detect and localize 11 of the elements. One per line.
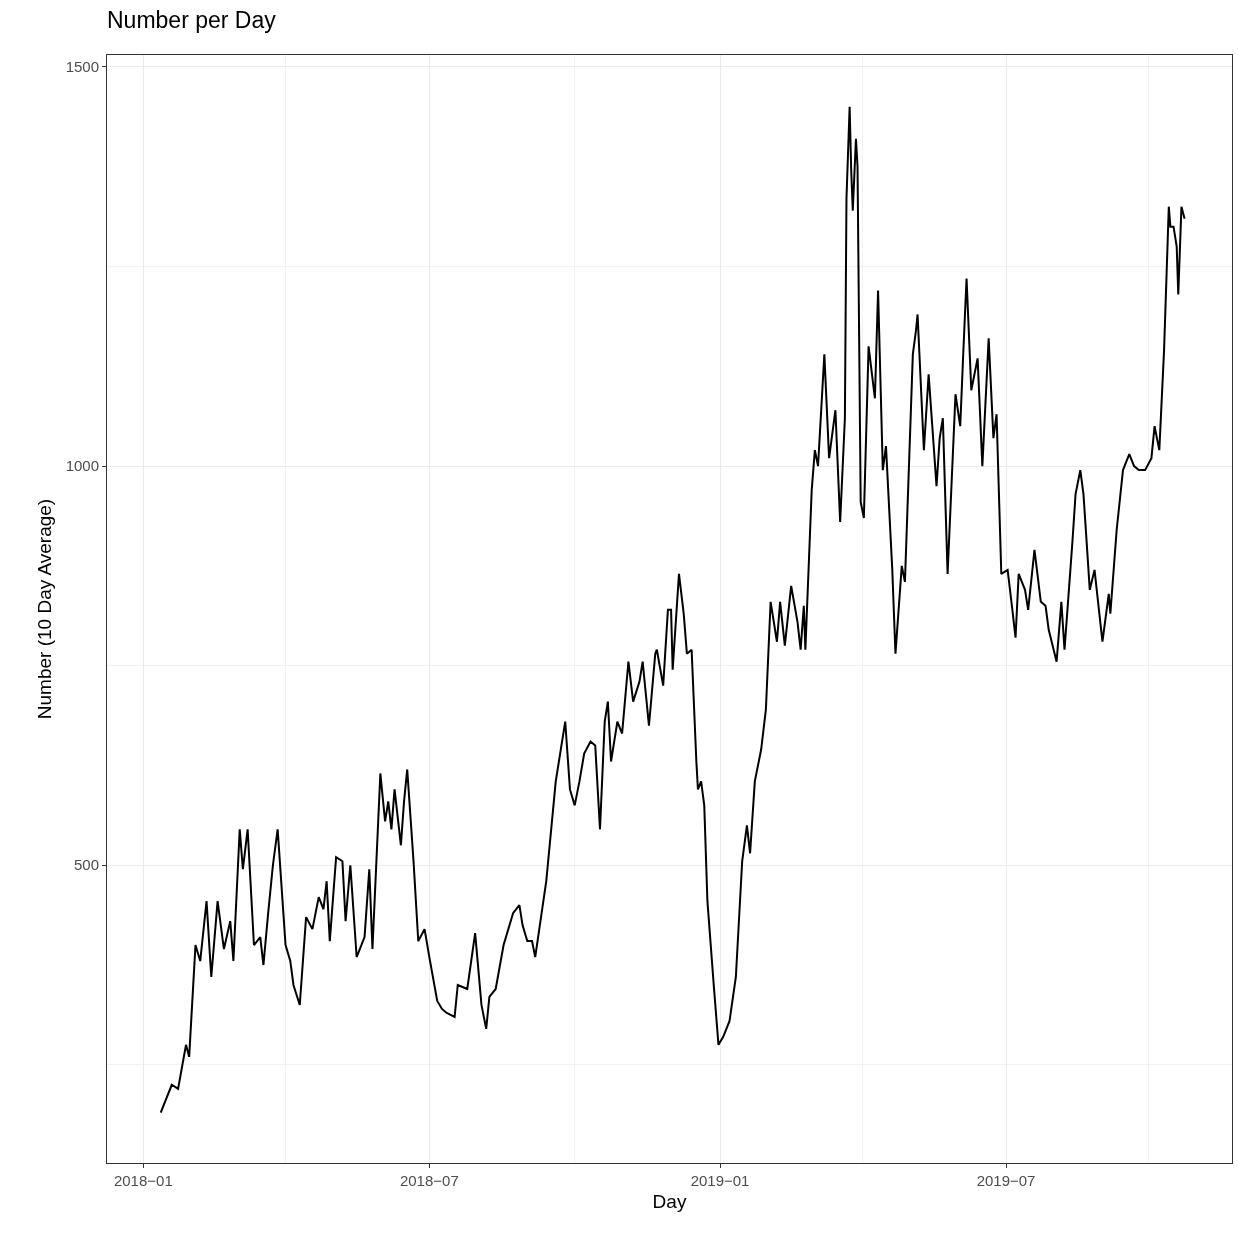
- y-tick-label: 500: [73, 856, 99, 874]
- y-tick-label: 1000: [65, 457, 99, 475]
- y-tick-label: 1500: [65, 58, 99, 76]
- chart-title: Number per Day: [107, 7, 277, 34]
- x-tick-label: 2019−07: [976, 1172, 1036, 1189]
- x-tick-label: 2019−01: [690, 1172, 750, 1189]
- x-tick-label: 2018−01: [113, 1172, 173, 1189]
- line-series: [159, 105, 1186, 1114]
- x-tick-label: 2018−07: [399, 1172, 459, 1189]
- y-axis-title: Number (10 Day Average): [34, 498, 56, 720]
- x-axis-title: Day: [652, 1190, 687, 1212]
